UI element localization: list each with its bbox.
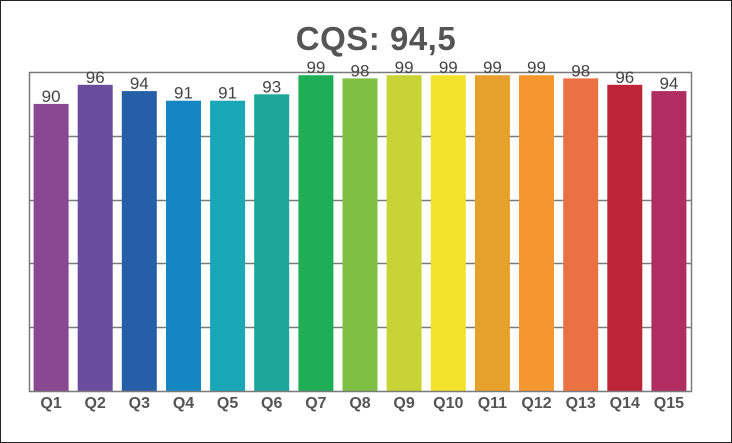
value-label-q5: 91 [218,84,237,103]
value-label-q4: 91 [174,84,193,103]
value-label-q9: 99 [395,58,414,77]
bar-q1 [33,103,69,392]
bar-q7 [298,75,334,391]
x-tick-q4: Q4 [173,395,194,412]
bar-q10 [430,75,466,391]
bars [33,75,687,392]
bar-q11 [474,75,510,391]
value-label-q15: 94 [659,74,678,93]
value-label-q13: 98 [571,61,590,80]
bar-q6 [254,94,290,392]
value-label-q3: 94 [130,74,149,93]
bar-q5 [210,100,246,391]
x-tick-q8: Q8 [349,395,370,412]
bar-q12 [519,75,554,391]
value-label-q11: 99 [483,58,502,77]
x-tick-labels: Q1 Q2 Q3 Q4 Q5 Q6 Q7 Q8 Q9 Q10 Q11 Q12 Q13 Q14 Q15 [40,395,684,412]
x-tick-q13: Q13 [566,395,596,412]
bar-q4 [166,100,201,391]
value-label-q10: 99 [439,58,458,77]
value-label-q1: 90 [42,87,61,106]
value-label-q12: 99 [527,58,546,77]
bar-q13 [563,78,599,392]
x-tick-q11: Q11 [478,395,507,412]
plot-border [28,71,693,393]
bar-q8 [342,78,378,392]
x-tick-q6: Q6 [261,395,282,412]
value-label-q7: 99 [306,58,325,77]
value-label-q8: 98 [351,61,370,80]
value-label-q2: 96 [86,68,105,87]
x-tick-q5: Q5 [217,395,238,412]
x-tick-q1: Q1 [40,395,61,412]
bar-q3 [121,91,157,391]
x-tick-q14: Q14 [610,395,640,412]
x-tick-q2: Q2 [85,395,106,412]
value-labels: 90 96 94 91 91 93 99 98 99 99 99 99 98 96 94 [42,58,679,106]
value-label-q14: 96 [615,68,634,87]
value-label-q6: 93 [262,77,281,96]
bar-q2 [77,84,113,392]
bar-q15 [651,91,687,391]
bar-q9 [386,75,422,391]
x-tick-q9: Q9 [393,395,414,412]
bar-q14 [607,84,643,392]
x-tick-q15: Q15 [654,395,684,412]
x-tick-q12: Q12 [521,395,551,412]
chart-title: CQS: 94,5 [295,20,457,57]
x-tick-q7: Q7 [305,395,326,412]
x-tick-q10: Q10 [433,395,463,412]
plot-frame [28,71,693,393]
x-tick-q3: Q3 [129,395,150,412]
